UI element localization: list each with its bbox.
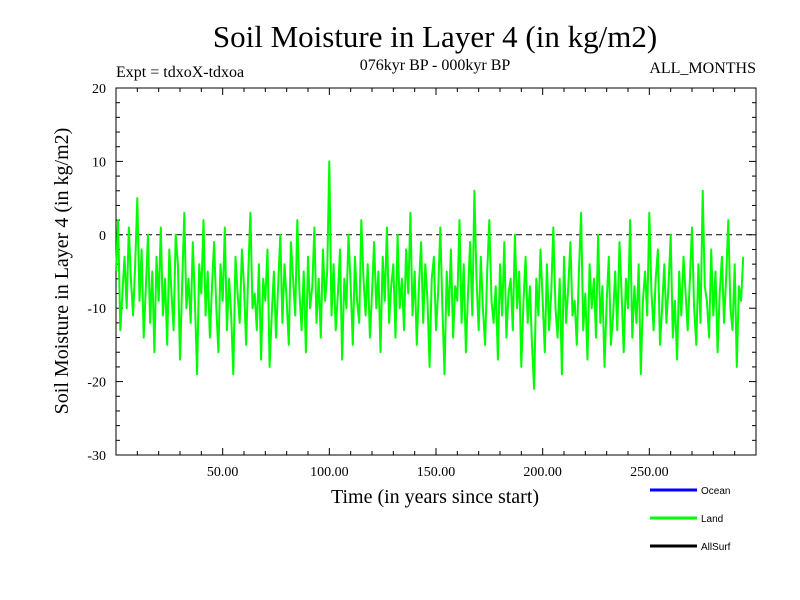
series-line-land	[115, 160, 745, 390]
subtitle-right: ALL_MONTHS	[649, 60, 756, 77]
y-tick-label: 20	[92, 82, 106, 97]
y-tick-label: -20	[87, 376, 106, 391]
chart-title: Soil Moisture in Layer 4 (in kg/m2)	[213, 19, 657, 54]
legend-label-allsurf: AllSurf	[701, 542, 731, 553]
y-tick-label: -30	[87, 449, 106, 464]
x-tick-label: 250.00	[630, 465, 669, 480]
subtitle-center: 076kyr BP - 000kyr BP	[360, 57, 511, 74]
x-tick-label: 50.00	[207, 465, 239, 480]
legend-label-ocean: Ocean	[701, 486, 730, 497]
y-tick-label: 10	[92, 155, 106, 170]
legend-label-land: Land	[701, 514, 723, 525]
subtitle-left: Expt = tdxoX-tdxoa	[116, 64, 244, 81]
plot-area: 50.00 100.00 150.00 200.00 250.00 -30 -20 -10 0 1…	[87, 82, 757, 480]
x-tick-label: 150.00	[417, 465, 456, 480]
x-tick-label: 100.00	[310, 465, 349, 480]
y-tick-label: -10	[87, 302, 106, 317]
x-axis-label: Time (in years since start)	[331, 486, 539, 508]
legend: Ocean Land AllSurf	[650, 486, 731, 553]
y-tick-label: 0	[99, 229, 106, 244]
y-axis-label: Soil Moisture in Layer 4 (in kg/m2)	[51, 128, 73, 415]
x-tick-label: 200.00	[523, 465, 562, 480]
